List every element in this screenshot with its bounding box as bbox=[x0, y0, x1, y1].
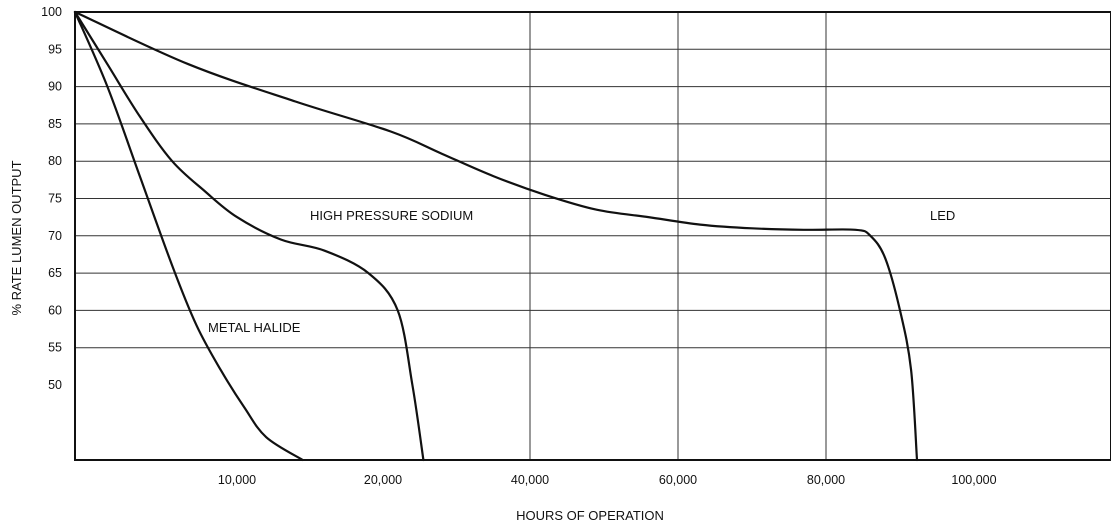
y-axis-label: % RATE LUMEN OUTPUT bbox=[9, 160, 24, 315]
series-label-led: LED bbox=[930, 208, 955, 223]
y-tick-label: 100 bbox=[41, 5, 62, 19]
y-tick-label: 60 bbox=[48, 303, 62, 317]
series-line-high-pressure-sodium bbox=[73, 10, 425, 462]
x-tick-label: 20,000 bbox=[364, 473, 402, 487]
x-tick-label: 80,000 bbox=[807, 473, 845, 487]
y-tick-label: 55 bbox=[48, 341, 62, 355]
y-tick-label: 85 bbox=[48, 117, 62, 131]
series-lines bbox=[73, 10, 919, 462]
series-line-led bbox=[73, 10, 919, 462]
y-tick-label: 65 bbox=[48, 266, 62, 280]
x-tick-label: 100,000 bbox=[951, 473, 996, 487]
plot-frame bbox=[74, 11, 1111, 461]
series-label-high-pressure-sodium: HIGH PRESSURE SODIUM bbox=[310, 208, 473, 223]
y-tick-label: 70 bbox=[48, 229, 62, 243]
x-tick-label: 60,000 bbox=[659, 473, 697, 487]
y-tick-label: 50 bbox=[48, 378, 62, 392]
series-labels: METAL HALIDE HIGH PRESSURE SODIUM LED bbox=[208, 208, 955, 335]
x-axis-ticks: 10,000 20,000 40,000 60,000 80,000 100,000 bbox=[218, 473, 997, 487]
y-tick-label: 80 bbox=[48, 154, 62, 168]
series-label-metal-halide: METAL HALIDE bbox=[208, 320, 301, 335]
y-tick-label: 95 bbox=[48, 42, 62, 56]
x-tick-label: 10,000 bbox=[218, 473, 256, 487]
y-axis-ticks: 100 95 90 85 80 75 70 65 60 55 50 bbox=[41, 5, 62, 392]
y-tick-label: 75 bbox=[48, 192, 62, 206]
y-tick-label: 90 bbox=[48, 80, 62, 94]
x-axis-label: HOURS OF OPERATION bbox=[516, 508, 664, 523]
series-line-metal-halide bbox=[73, 10, 304, 462]
x-tick-label: 40,000 bbox=[511, 473, 549, 487]
